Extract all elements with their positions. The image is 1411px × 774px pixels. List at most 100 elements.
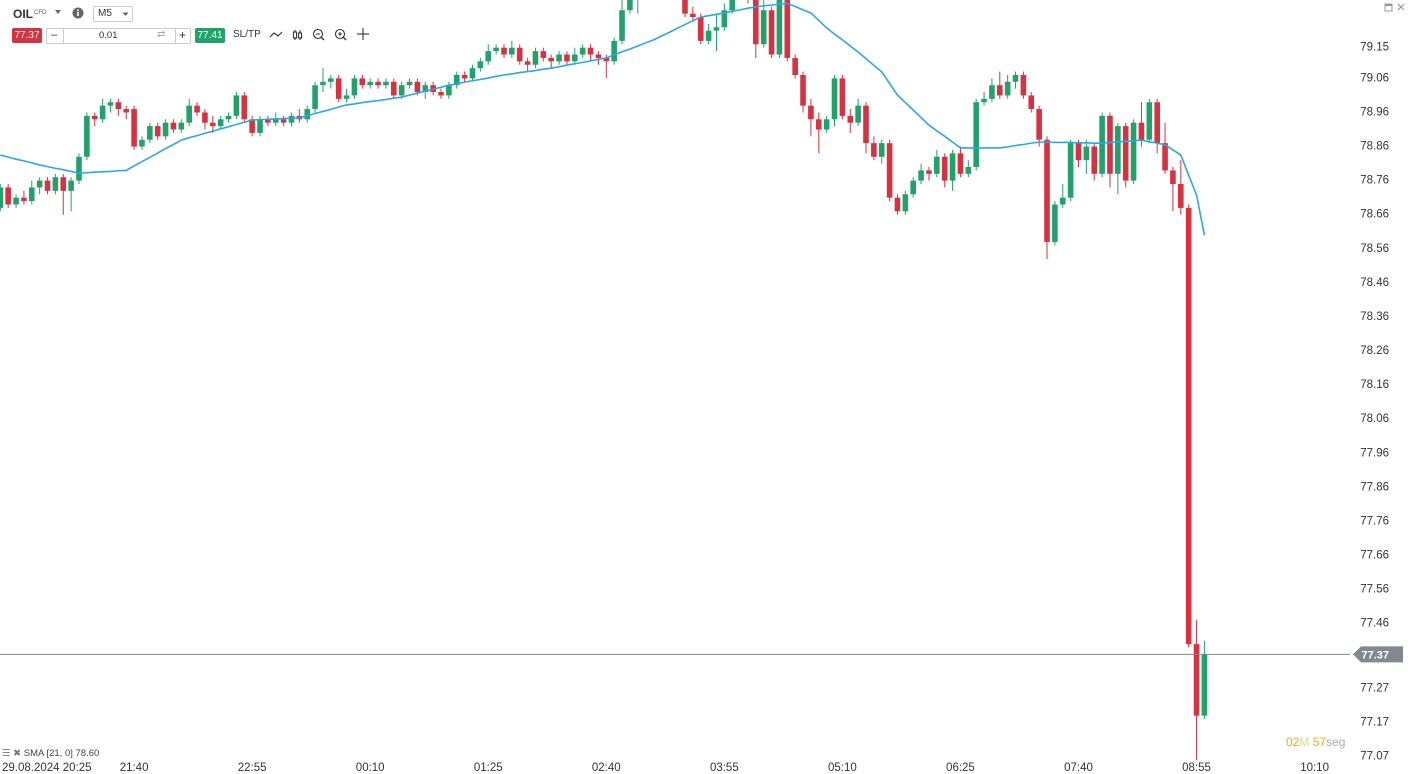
candle-body <box>335 78 342 99</box>
candle-body <box>391 81 397 96</box>
x-tick-label: 10:10 <box>1300 762 1329 774</box>
candle-body <box>918 170 924 181</box>
volume-input[interactable]: – 0.01 ⇄ + <box>46 28 191 44</box>
candle-body <box>485 51 492 62</box>
candle-body <box>461 74 468 79</box>
candle-body <box>406 81 413 86</box>
sell-button[interactable]: 77.37 <box>12 28 42 43</box>
candle-body <box>729 0 736 11</box>
y-tick-label: 78.06 <box>1360 413 1389 425</box>
candle-body <box>934 156 940 174</box>
candle-body <box>1115 126 1121 174</box>
candle-body <box>422 85 429 93</box>
candles <box>0 0 1208 760</box>
buy-button[interactable]: 77.41 <box>195 28 225 43</box>
y-tick-label: 78.26 <box>1360 345 1389 357</box>
candle-body <box>532 51 539 65</box>
candle-body <box>1036 109 1042 140</box>
candle-body <box>52 177 59 191</box>
candle-body <box>241 95 248 120</box>
candle-body <box>1012 74 1019 82</box>
candle-body <box>902 194 909 212</box>
candle-body <box>139 139 145 147</box>
window-controls[interactable] <box>1384 3 1410 13</box>
candle-body <box>776 0 783 55</box>
sltp-button[interactable]: SL/TP <box>233 29 261 40</box>
y-tick-label: 77.17 <box>1360 717 1389 729</box>
candle-body <box>957 153 964 174</box>
candle-body <box>941 156 948 181</box>
candle-body <box>1067 143 1074 198</box>
candle-body <box>823 119 830 130</box>
info-icon[interactable] <box>72 7 84 19</box>
candle-body <box>1162 143 1168 171</box>
increase[interactable]: + <box>179 28 187 42</box>
x-tick-label: 01:25 <box>474 762 503 774</box>
y-tick-label: 78.96 <box>1360 106 1389 118</box>
candle-body <box>76 156 82 181</box>
x-tick-label: 21:40 <box>120 762 149 774</box>
candle-body <box>839 78 846 116</box>
symbol[interactable]: OIL <box>13 7 33 21</box>
candle-body <box>1099 115 1105 174</box>
decrease[interactable]: – <box>51 29 58 41</box>
candle-body <box>68 180 74 191</box>
candle-body <box>579 47 586 55</box>
candle-body <box>1130 122 1137 181</box>
symbol-dropdown[interactable] <box>54 9 62 15</box>
candle-body <box>147 126 153 140</box>
candle-body <box>249 119 255 133</box>
candle-body <box>60 177 67 191</box>
candle-body <box>784 0 791 58</box>
timer-minutes-unit: M <box>1299 735 1310 749</box>
candle-body <box>398 85 405 96</box>
candle-body <box>178 122 185 130</box>
y-tick-label: 78.16 <box>1360 379 1389 391</box>
candle-body <box>611 40 617 62</box>
candle-body <box>280 119 287 123</box>
candle-body <box>21 197 27 202</box>
candle-body <box>572 54 578 62</box>
candle-body <box>1178 184 1184 208</box>
candle-body <box>288 115 295 123</box>
candle-body <box>217 119 224 127</box>
candle-body <box>469 68 476 79</box>
candle-body <box>587 47 594 55</box>
candle-body <box>351 78 358 96</box>
indicator-legend[interactable]: ☰ ✖ SMA [21, 0] 78.60 <box>2 748 100 759</box>
y-tick-label: 78.36 <box>1360 311 1389 323</box>
candle-body <box>815 119 822 130</box>
candle-body <box>84 115 90 157</box>
candle-body <box>5 187 11 205</box>
timeframe-select[interactable]: M5 <box>93 6 133 22</box>
candle-body <box>1107 115 1113 174</box>
y-tick-label: 77.96 <box>1360 447 1389 459</box>
candle-body <box>540 51 547 58</box>
candle-body <box>768 10 775 55</box>
candle-body <box>202 112 208 123</box>
candle-body <box>1122 126 1129 181</box>
tool-icons[interactable] <box>268 27 378 45</box>
x-tick-label: 02:40 <box>592 762 621 774</box>
candle-body <box>556 54 562 62</box>
candle-body <box>1154 102 1160 144</box>
sma-line <box>0 2 1206 236</box>
candle-body <box>800 74 806 106</box>
swap-icon[interactable]: ⇄ <box>157 29 166 40</box>
candle-body <box>438 92 444 96</box>
candle-body <box>996 85 1003 96</box>
candle-body <box>1091 146 1098 174</box>
candle-body <box>99 105 106 120</box>
y-tick-label: 77.07 <box>1360 751 1389 763</box>
timeframe-dropdown <box>122 12 129 16</box>
candle-body <box>272 119 279 123</box>
candle-body <box>831 78 838 120</box>
candle-body <box>690 13 696 18</box>
candle-body <box>501 47 507 55</box>
volume: 0.01 <box>99 30 118 41</box>
candle-body <box>926 170 932 174</box>
candle-body <box>493 47 499 52</box>
candle-body <box>989 85 995 99</box>
x-tick-label: 03:55 <box>710 762 739 774</box>
